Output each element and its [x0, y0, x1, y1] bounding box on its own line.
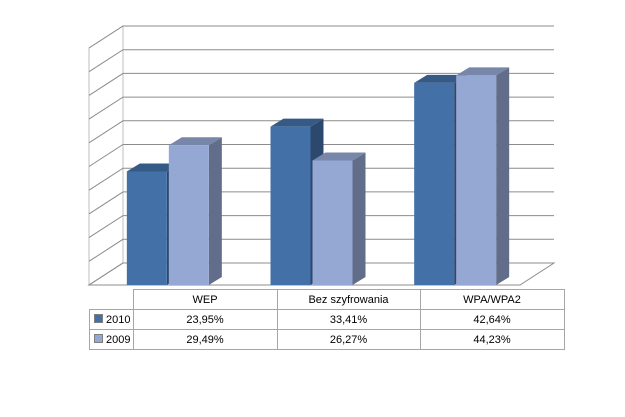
bar-front — [270, 126, 311, 285]
series-label-2009: 2009 — [89, 329, 134, 350]
bar-top — [456, 67, 510, 76]
gridline — [88, 215, 554, 239]
data-label-2009-bez-szyfrowania: 26,27% — [276, 329, 421, 350]
bar-side — [496, 67, 510, 286]
gridline — [88, 191, 554, 215]
bar-front — [168, 145, 209, 285]
gridline — [88, 238, 554, 262]
bar-front — [456, 75, 497, 286]
table-header-row: WEP Bez szyfrowania WPA/WPA2 — [89, 289, 565, 310]
data-label-2010-wep: 23,95% — [132, 309, 278, 330]
category-header-wep: WEP — [132, 289, 278, 310]
gridline — [88, 72, 554, 96]
legend-key-2010 — [94, 313, 103, 323]
bar-2009-wpa-wpa2 — [456, 67, 510, 286]
bar-side — [208, 137, 222, 285]
category-header-wpa-wpa2: WPA/WPA2 — [419, 289, 565, 310]
bar-2009-wep — [168, 137, 222, 285]
bar-top — [126, 163, 180, 172]
data-label-2009-wpa-wpa2: 44,23% — [419, 329, 565, 350]
data-label-2010-bez-szyfrowania: 33,41% — [276, 309, 421, 330]
bar-front — [312, 160, 353, 285]
gridline — [88, 49, 554, 73]
data-label-2009-wep: 29,49% — [132, 329, 278, 350]
table-row-2010: 2010 23,95% 33,41% 42,64% — [89, 309, 565, 330]
gridline — [88, 167, 554, 191]
series-label-2010: 2010 — [89, 309, 134, 330]
chart-bars — [126, 67, 510, 286]
gridline — [88, 25, 554, 49]
gridline — [88, 144, 554, 167]
data-label-2010-wpa-wpa2: 42,64% — [419, 309, 565, 330]
table-corner-cell — [89, 289, 134, 310]
bar-top — [312, 152, 366, 161]
bar-front — [414, 82, 455, 285]
bar-side — [352, 152, 366, 285]
gridline — [88, 96, 554, 120]
series-name-2009: 2009 — [106, 333, 131, 346]
legend-key-2009 — [94, 333, 103, 343]
chart-data-table: WEP Bez szyfrowania WPA/WPA2 2010 23,95%… — [89, 289, 565, 350]
gridline — [88, 262, 554, 286]
series-name-2010: 2010 — [106, 313, 131, 326]
gridline — [88, 120, 554, 144]
bar-top — [270, 118, 324, 127]
category-header-bez-szyfrowania: Bez szyfrowania — [276, 289, 421, 310]
bar-top — [414, 74, 468, 83]
bar-2009-bez-szyfrowania — [312, 152, 366, 285]
bar-front — [126, 171, 167, 285]
table-row-2009: 2009 29,49% 26,27% 44,23% — [89, 329, 565, 350]
bar-top — [168, 137, 222, 146]
